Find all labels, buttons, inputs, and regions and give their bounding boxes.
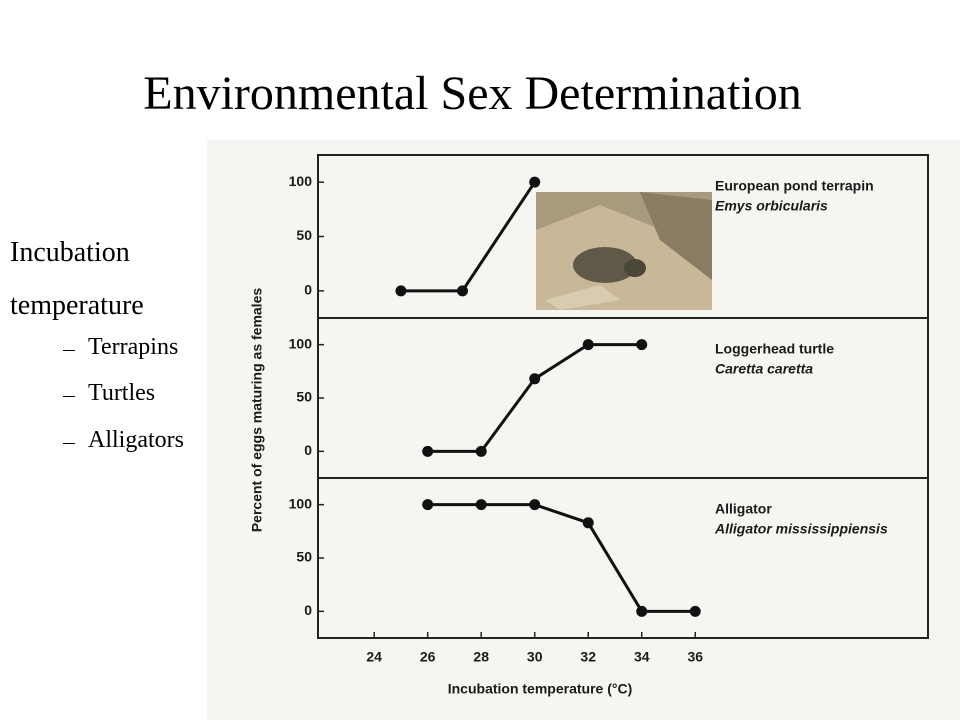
data-point [529,499,541,511]
panel-frame [317,477,929,639]
y-tick-label: 0 [304,442,312,458]
x-tick-label: 34 [634,649,650,665]
data-point [395,285,407,297]
data-point [529,176,541,188]
x-tick-label: 36 [687,649,703,665]
data-point [582,339,594,351]
bullet-dash [63,443,75,444]
y-axis-label: Percent of eggs maturing as females [249,288,265,533]
bullet-item: Turtles [88,380,156,406]
y-tick-label: 100 [289,335,313,351]
x-axis-label: Incubation temperature (°C) [448,681,633,697]
data-point [636,605,648,617]
y-tick-label: 0 [304,282,312,298]
series-title: Alligator [715,501,772,517]
y-tick-label: 100 [289,173,313,189]
terrapin-photo [536,192,712,310]
y-tick-label: 50 [296,227,312,243]
x-tick-label: 30 [527,649,543,665]
data-point [582,517,594,529]
data-point [422,445,434,457]
data-line [400,181,536,293]
series-title: European pond terrapin [715,178,874,194]
data-point [689,605,701,617]
series-subtitle: Caretta caretta [715,361,813,377]
data-line [427,503,696,613]
x-tick-label: 32 [580,649,596,665]
data-point [475,499,487,511]
series-subtitle: Emys orbicularis [715,198,828,214]
y-tick-label: 50 [296,389,312,405]
data-point [422,499,434,511]
x-tick-label: 28 [473,649,489,665]
x-tick-label: 26 [420,649,436,665]
series-subtitle: Alligator mississippiensis [714,521,888,537]
data-line [427,343,642,453]
y-tick-label: 50 [296,549,312,565]
y-tick-label: 0 [304,602,312,618]
data-point [475,445,487,457]
y-tick-label: 100 [289,495,313,511]
data-point [636,339,648,351]
x-tick-label: 24 [366,649,382,665]
bullet-main: Incubation temperature [10,237,144,321]
bullet-item: Alligators [88,427,184,453]
series-title: Loggerhead turtle [715,341,834,357]
bullet-dash [63,350,75,351]
bullet-item: Terrapins [88,334,179,360]
panel-frame [317,317,929,479]
slide-title: Environmental Sex Determination [143,67,802,120]
data-point [529,373,541,385]
bullet-dash [63,396,75,397]
data-point [456,285,468,297]
